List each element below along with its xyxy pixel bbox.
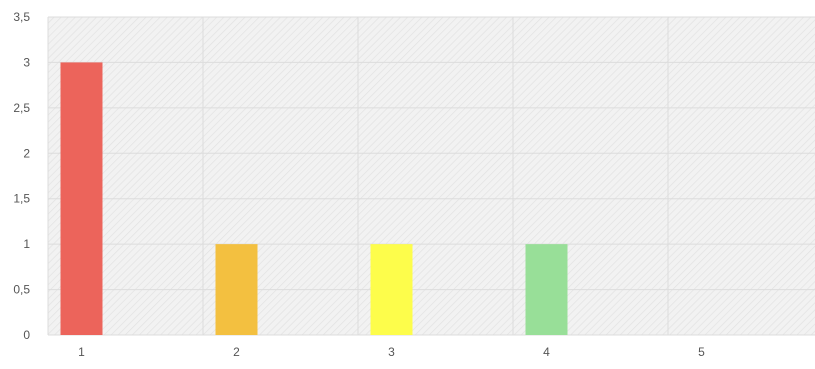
grid-lines <box>47 16 815 336</box>
x-tick-label: 5 <box>698 345 705 359</box>
x-tick-label: 2 <box>233 345 240 359</box>
y-tick-label: 0,5 <box>13 283 30 297</box>
x-axis-ticks: 1 2 3 4 5 <box>78 345 705 359</box>
bars <box>60 62 568 336</box>
y-tick-label: 0 <box>23 328 30 342</box>
y-tick-label: 3,5 <box>13 10 30 24</box>
bar-3 <box>370 244 413 335</box>
bar-2 <box>215 244 258 335</box>
bar-1 <box>60 62 103 336</box>
y-tick-label: 2 <box>23 146 30 160</box>
y-tick-label: 3 <box>23 55 30 69</box>
y-tick-label: 1,5 <box>13 192 30 206</box>
x-tick-label: 4 <box>543 345 550 359</box>
y-tick-label: 2,5 <box>13 101 30 115</box>
x-tick-label: 3 <box>388 345 395 359</box>
y-axis-ticks: 0 0,5 1 1,5 2 2,5 3 3,5 <box>13 10 30 342</box>
x-tick-label: 1 <box>78 345 85 359</box>
y-tick-label: 1 <box>23 237 30 251</box>
bar-4 <box>525 244 568 335</box>
plot-background <box>48 17 815 335</box>
